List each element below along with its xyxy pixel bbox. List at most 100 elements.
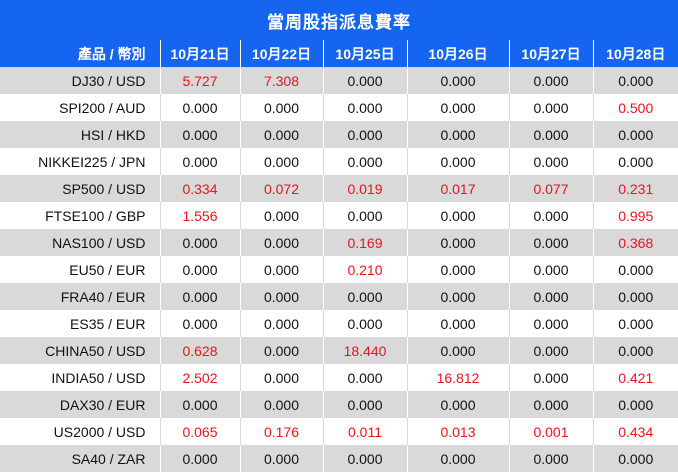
product-cell: INDIA50 / USD bbox=[0, 364, 161, 391]
product-cell: FRA40 / EUR bbox=[0, 283, 161, 310]
rate-cell: 0.000 bbox=[240, 310, 324, 337]
table-row: CHINA50 / USD 0.628 0.000 18.440 0.000 0.000 0… bbox=[0, 337, 678, 364]
product-cell: ES35 / EUR bbox=[0, 310, 161, 337]
rate-cell: 0.000 bbox=[160, 148, 241, 175]
rate-cell: 0.065 bbox=[160, 418, 241, 445]
rate-cell: 0.011 bbox=[323, 418, 408, 445]
rate-cell: 0.000 bbox=[240, 121, 324, 148]
table-row: US2000 / USD 0.065 0.176 0.011 0.013 0.001 0.4… bbox=[0, 418, 678, 445]
rate-cell: 0.995 bbox=[593, 202, 678, 229]
rate-cell: 0.000 bbox=[240, 283, 324, 310]
rate-cell: 0.000 bbox=[160, 445, 241, 472]
rate-cell: 0.000 bbox=[240, 94, 324, 121]
rate-cell: 0.368 bbox=[593, 229, 678, 256]
table-row: SPI200 / AUD 0.000 0.000 0.000 0.000 0.000 0.5… bbox=[0, 94, 678, 121]
dividend-rate-table: 產品 / 幣別 10月21日 10月22日 10月25日 10月26日 10月2… bbox=[0, 40, 678, 472]
rate-cell: 0.000 bbox=[323, 445, 408, 472]
rate-cell: 0.000 bbox=[593, 67, 678, 94]
rate-cell: 0.000 bbox=[240, 391, 324, 418]
table-row: NIKKEI225 / JPN 0.000 0.000 0.000 0.000 0.000… bbox=[0, 148, 678, 175]
rate-cell: 0.000 bbox=[593, 337, 678, 364]
table-row: DJ30 / USD 5.727 7.308 0.000 0.000 0.000 0.000 bbox=[0, 67, 678, 94]
rate-cell: 0.000 bbox=[509, 256, 594, 283]
table-row: HSI / HKD 0.000 0.000 0.000 0.000 0.000 0.000 bbox=[0, 121, 678, 148]
rate-cell: 0.000 bbox=[407, 67, 510, 94]
rate-cell: 0.000 bbox=[323, 364, 408, 391]
rate-cell: 0.000 bbox=[509, 391, 594, 418]
rate-cell: 0.000 bbox=[593, 391, 678, 418]
rate-cell: 0.000 bbox=[509, 67, 594, 94]
rate-cell: 0.000 bbox=[240, 445, 324, 472]
rate-cell: 0.000 bbox=[509, 283, 594, 310]
product-cell: EU50 / EUR bbox=[0, 256, 161, 283]
table-body: DJ30 / USD 5.727 7.308 0.000 0.000 0.000 0.000… bbox=[0, 67, 678, 472]
rate-cell: 0.072 bbox=[240, 175, 324, 202]
rate-cell: 0.176 bbox=[240, 418, 324, 445]
product-cell: CHINA50 / USD bbox=[0, 337, 161, 364]
rate-cell: 0.628 bbox=[160, 337, 241, 364]
header-row: 產品 / 幣別 10月21日 10月22日 10月25日 10月26日 10月2… bbox=[0, 40, 678, 67]
column-header-date: 10月25日 bbox=[323, 40, 408, 67]
rate-cell: 0.000 bbox=[323, 67, 408, 94]
rate-cell: 7.308 bbox=[240, 67, 324, 94]
column-header-date: 10月26日 bbox=[407, 40, 510, 67]
rate-cell: 0.000 bbox=[509, 121, 594, 148]
table-row: INDIA50 / USD 2.502 0.000 0.000 16.812 0.000 0… bbox=[0, 364, 678, 391]
product-cell: US2000 / USD bbox=[0, 418, 161, 445]
rate-cell: 0.017 bbox=[407, 175, 510, 202]
page-title: 當周股指派息費率 bbox=[0, 0, 678, 40]
rate-cell: 0.000 bbox=[323, 121, 408, 148]
rate-cell: 0.000 bbox=[323, 310, 408, 337]
table-row: SA40 / ZAR 0.000 0.000 0.000 0.000 0.000 0.000 bbox=[0, 445, 678, 472]
rate-cell: 0.000 bbox=[407, 202, 510, 229]
rate-cell: 0.000 bbox=[509, 202, 594, 229]
rate-cell: 0.000 bbox=[240, 256, 324, 283]
rate-cell: 0.000 bbox=[407, 121, 510, 148]
product-cell: SA40 / ZAR bbox=[0, 445, 161, 472]
product-cell: SPI200 / AUD bbox=[0, 94, 161, 121]
rate-cell: 0.000 bbox=[593, 121, 678, 148]
rate-cell: 0.000 bbox=[323, 202, 408, 229]
table-row: FRA40 / EUR 0.000 0.000 0.000 0.000 0.000 0.00… bbox=[0, 283, 678, 310]
product-cell: DJ30 / USD bbox=[0, 67, 161, 94]
product-cell: FTSE100 / GBP bbox=[0, 202, 161, 229]
rate-cell: 0.000 bbox=[407, 445, 510, 472]
rate-cell: 0.000 bbox=[407, 256, 510, 283]
rate-cell: 18.440 bbox=[323, 337, 408, 364]
table-row: ES35 / EUR 0.000 0.000 0.000 0.000 0.000 0.000 bbox=[0, 310, 678, 337]
product-cell: NAS100 / USD bbox=[0, 229, 161, 256]
rate-cell: 0.000 bbox=[160, 121, 241, 148]
rate-cell: 0.000 bbox=[593, 148, 678, 175]
rate-cell: 0.000 bbox=[160, 229, 241, 256]
table-row: SP500 / USD 0.334 0.072 0.019 0.017 0.077 0.23… bbox=[0, 175, 678, 202]
rate-cell: 0.000 bbox=[323, 148, 408, 175]
product-cell: HSI / HKD bbox=[0, 121, 161, 148]
rate-cell: 16.812 bbox=[407, 364, 510, 391]
rate-cell: 0.000 bbox=[407, 283, 510, 310]
column-header-date: 10月21日 bbox=[160, 40, 241, 67]
rate-cell: 0.000 bbox=[323, 391, 408, 418]
rate-cell: 0.000 bbox=[593, 445, 678, 472]
rate-cell: 5.727 bbox=[160, 67, 241, 94]
product-cell: NIKKEI225 / JPN bbox=[0, 148, 161, 175]
column-header-date: 10月22日 bbox=[240, 40, 324, 67]
product-cell: SP500 / USD bbox=[0, 175, 161, 202]
rate-cell: 0.000 bbox=[407, 337, 510, 364]
rate-cell: 0.000 bbox=[160, 310, 241, 337]
table-row: FTSE100 / GBP 1.556 0.000 0.000 0.000 0.000 0.… bbox=[0, 202, 678, 229]
rate-cell: 0.434 bbox=[593, 418, 678, 445]
rate-cell: 0.000 bbox=[407, 310, 510, 337]
rate-cell: 0.000 bbox=[509, 445, 594, 472]
rate-cell: 0.000 bbox=[160, 94, 241, 121]
column-header-date: 10月28日 bbox=[593, 40, 678, 67]
rate-cell: 0.000 bbox=[407, 229, 510, 256]
rate-cell: 0.000 bbox=[407, 94, 510, 121]
product-cell: DAX30 / EUR bbox=[0, 391, 161, 418]
rate-cell: 0.000 bbox=[509, 337, 594, 364]
rate-cell: 0.000 bbox=[509, 310, 594, 337]
rate-cell: 0.000 bbox=[509, 364, 594, 391]
rate-cell: 0.000 bbox=[593, 256, 678, 283]
rate-cell: 0.210 bbox=[323, 256, 408, 283]
rate-cell: 0.000 bbox=[160, 283, 241, 310]
